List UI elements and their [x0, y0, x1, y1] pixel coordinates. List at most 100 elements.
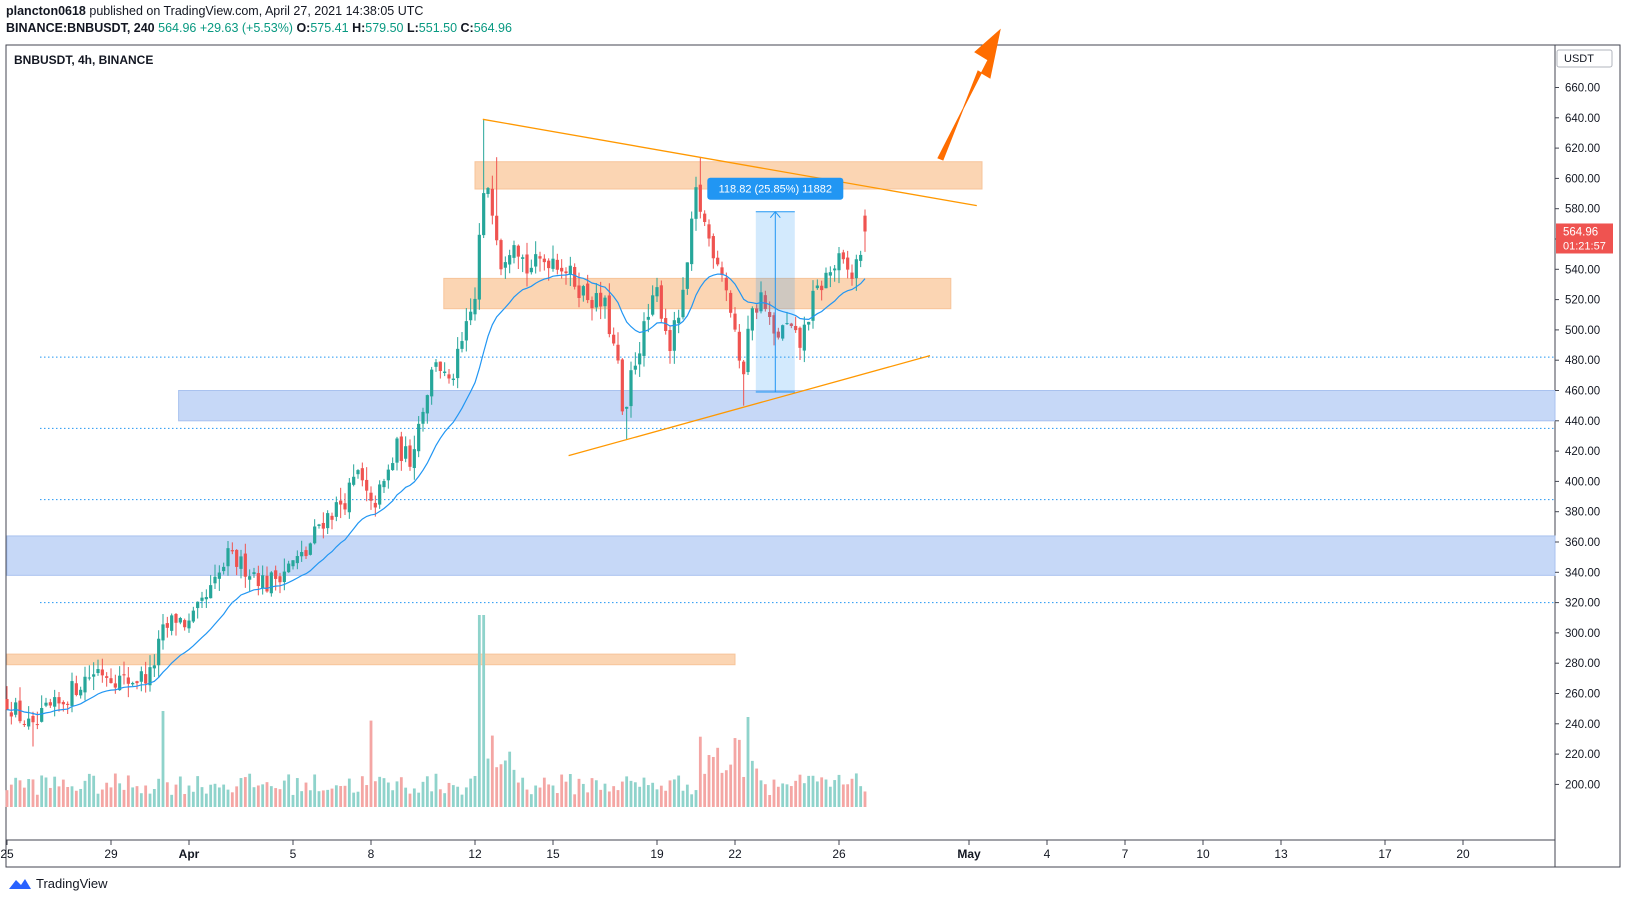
candle-body [846, 257, 850, 270]
candle-body [83, 676, 87, 693]
candle-body [603, 297, 607, 307]
volume-bar [854, 773, 858, 807]
candle-body [22, 723, 26, 725]
candle-body [113, 683, 117, 688]
candle-body [772, 315, 776, 334]
candle-body [607, 295, 611, 335]
candle-body [417, 423, 421, 452]
volume-bar [118, 783, 122, 807]
candle-body [239, 556, 243, 569]
volume-bar [638, 786, 642, 807]
volume-bar [733, 738, 737, 807]
volume-bar [798, 774, 802, 807]
candle-body [560, 267, 564, 272]
measure-label: 118.82 (25.85%) 11882 [719, 184, 832, 196]
volume-bar [395, 781, 399, 807]
measure-label-bg [707, 177, 844, 200]
volume-bar [239, 778, 243, 807]
candle-body [564, 271, 568, 274]
candle-body [508, 255, 512, 265]
currency-box[interactable] [1556, 49, 1613, 68]
y-tick-label: 500.00 [1565, 325, 1600, 337]
volume-bar [404, 787, 408, 807]
volume-bar [196, 776, 200, 807]
volume-bar [603, 783, 607, 807]
volume-bar [538, 787, 542, 807]
candle-body [443, 371, 447, 374]
candle-body [135, 681, 139, 684]
candle-body [590, 300, 594, 309]
volume-bar [57, 786, 61, 807]
volume-bar [148, 793, 152, 807]
volume-bar [534, 785, 538, 807]
candle-body [386, 469, 390, 481]
candle-body [287, 563, 291, 573]
volume-bar [707, 755, 711, 807]
x-tick-label: 10 [1196, 847, 1210, 861]
candle-body [352, 476, 356, 485]
candle-body [122, 674, 126, 676]
candle-body [833, 268, 837, 271]
volume-bar [690, 794, 694, 807]
volume-bar [269, 786, 273, 807]
candle-body [776, 331, 780, 338]
y-tick-label: 220.00 [1565, 749, 1600, 761]
volume-bar [135, 786, 139, 807]
candle-body [525, 254, 529, 274]
candle-body [204, 597, 208, 600]
candle-body [698, 184, 702, 212]
candle-body [737, 331, 741, 361]
volume-bar [443, 793, 447, 807]
volume-bar [330, 788, 334, 807]
candle-body [820, 285, 824, 291]
volume-bar [512, 769, 516, 807]
candle-body [339, 500, 343, 505]
candle-body [690, 218, 694, 265]
candle-body [209, 585, 213, 599]
volume-bar [152, 789, 156, 807]
candle-body [551, 258, 555, 269]
volume-bar [846, 784, 850, 807]
volume-bar [157, 778, 161, 807]
candle-body [235, 549, 239, 567]
y-tick-label: 620.00 [1565, 143, 1600, 155]
volume-bar [317, 791, 321, 807]
time-axis[interactable]: 25 29 Apr 5 8 12 15 19 22 26 May 4 7 10 13 17 20 [0, 840, 1470, 861]
volume-bar [83, 780, 87, 807]
y-tick-label: 240.00 [1565, 719, 1600, 731]
candle-body [854, 259, 858, 279]
volume-bar [755, 768, 759, 807]
price-axis[interactable]: 200.00 220.00 240.00 260.00 280.00 300.00 320.… [1555, 83, 1600, 792]
candle-body [161, 624, 165, 641]
volume-bar [425, 776, 429, 807]
tradingview-footer[interactable]: TradingView [8, 876, 108, 891]
volume-bar [824, 779, 828, 807]
volume-bar [31, 779, 35, 807]
publisher-username[interactable]: plancton0618 [6, 4, 86, 18]
volume-bar [620, 781, 624, 807]
volume-bar [191, 791, 195, 807]
volume-bar [742, 776, 746, 807]
volume-bar [750, 760, 754, 807]
volume-bar [677, 775, 681, 807]
volume-bar [547, 784, 551, 807]
candle-body [785, 323, 789, 325]
volume-bar [460, 794, 464, 807]
candle-body [412, 449, 416, 469]
volume-bar [213, 783, 217, 807]
candle-body [399, 436, 403, 462]
volume-bar [304, 782, 308, 807]
volume-bar [248, 773, 252, 807]
volume-bar [508, 751, 512, 807]
volume-bar [369, 720, 373, 807]
candle-body [720, 267, 724, 276]
candle-body [378, 484, 382, 505]
candle-body [512, 245, 516, 258]
candle-body [14, 702, 18, 715]
y-tick-label: 480.00 [1565, 355, 1600, 367]
close-label: C: [460, 21, 474, 35]
y-tick-label: 580.00 [1565, 204, 1600, 216]
candle-body [811, 290, 815, 321]
volume-bar [386, 782, 390, 807]
